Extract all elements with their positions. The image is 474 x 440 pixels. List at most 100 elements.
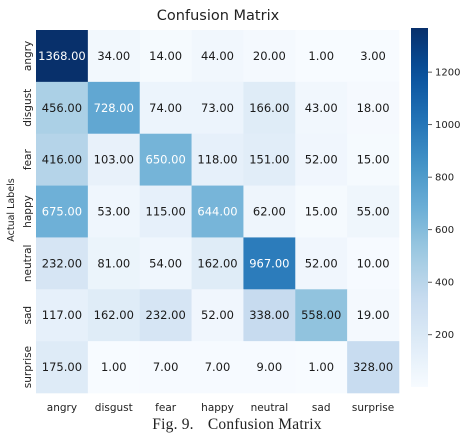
heatmap-cell bbox=[139, 30, 192, 83]
y-tick-label: angry bbox=[22, 41, 34, 71]
heatmap-cell bbox=[243, 81, 296, 135]
cell-value-label: 967.00 bbox=[249, 256, 289, 270]
cell-value-label: 54.00 bbox=[149, 256, 182, 270]
x-tick-label: sad bbox=[312, 402, 331, 414]
heatmap-cell bbox=[347, 341, 400, 394]
cell-value-label: 62.00 bbox=[253, 205, 286, 219]
y-tick-label: neutral bbox=[22, 245, 34, 283]
heatmap-cell bbox=[243, 133, 296, 186]
heatmap-cell bbox=[36, 341, 89, 394]
chart-title: Confusion Matrix bbox=[157, 8, 280, 24]
cell-value-label: 52.00 bbox=[201, 308, 234, 322]
heatmap-cell bbox=[347, 81, 400, 135]
x-tick-label: happy bbox=[201, 402, 234, 414]
heatmap-cell bbox=[87, 237, 141, 290]
heatmap-cell bbox=[295, 185, 348, 238]
y-tick-label: happy bbox=[22, 195, 34, 228]
heatmap-cell bbox=[191, 133, 244, 186]
heatmap-cells bbox=[36, 30, 400, 394]
colorbar-tick-label: 600 bbox=[435, 225, 454, 236]
x-tick-label: neutral bbox=[251, 402, 289, 414]
colorbar: 200 400 600 800 1000 1200 bbox=[411, 28, 460, 387]
cell-value-label: 232.00 bbox=[42, 256, 82, 270]
cell-value-label: 162.00 bbox=[197, 256, 237, 270]
colorbar-tick-label: 1200 bbox=[435, 68, 460, 79]
colorbar-tick-label: 800 bbox=[435, 173, 454, 184]
cell-value-label: 52.00 bbox=[305, 153, 338, 167]
heatmap-cell bbox=[347, 237, 400, 290]
heatmap-cell bbox=[243, 185, 296, 238]
cell-value-label: 328.00 bbox=[353, 360, 393, 374]
heatmap-cell bbox=[191, 289, 244, 342]
cell-value-label: 74.00 bbox=[149, 101, 182, 115]
cell-value-label: 1.00 bbox=[308, 360, 334, 374]
cell-value-label: 7.00 bbox=[153, 360, 179, 374]
cell-value-label: 118.00 bbox=[197, 153, 237, 167]
heatmap-cell bbox=[295, 133, 348, 186]
cell-value-label: 14.00 bbox=[149, 49, 182, 63]
cell-value-label: 456.00 bbox=[42, 101, 82, 115]
cell-value-label: 166.00 bbox=[249, 101, 289, 115]
cell-value-label: 3.00 bbox=[360, 49, 386, 63]
cell-value-label: 1368.00 bbox=[38, 49, 86, 63]
colorbar-tick-label: 1000 bbox=[435, 120, 460, 131]
figure-caption: Fig. 9. Confusion Matrix bbox=[0, 416, 474, 434]
heatmap-cell bbox=[295, 30, 348, 83]
heatmap-cell bbox=[191, 30, 244, 83]
heatmap-cell bbox=[295, 81, 348, 135]
cell-value-label: 103.00 bbox=[94, 153, 134, 167]
cell-value-label: 650.00 bbox=[146, 153, 186, 167]
heatmap-cell bbox=[347, 133, 400, 186]
heatmap-cell bbox=[36, 81, 89, 135]
heatmap-cell bbox=[243, 30, 296, 83]
cell-value-label: 232.00 bbox=[146, 308, 186, 322]
heatmap-cell bbox=[139, 185, 192, 238]
heatmap-cell bbox=[139, 237, 192, 290]
heatmap-cell bbox=[36, 30, 89, 83]
cell-value-label: 81.00 bbox=[97, 256, 130, 270]
colorbar-gradient bbox=[411, 28, 428, 387]
heatmap-cell bbox=[191, 237, 244, 290]
heatmap-cell bbox=[139, 289, 192, 342]
cell-value-label: 151.00 bbox=[249, 153, 289, 167]
y-tick-label: surprise bbox=[22, 346, 34, 388]
cell-value-label: 558.00 bbox=[301, 308, 341, 322]
cell-value-label: 416.00 bbox=[42, 153, 82, 167]
heatmap-cell bbox=[295, 237, 348, 290]
cell-value-label: 117.00 bbox=[42, 308, 82, 322]
heatmap-cell bbox=[36, 289, 89, 342]
heatmap-cell bbox=[87, 30, 141, 83]
heatmap-cell bbox=[295, 289, 348, 342]
cell-value-label: 675.00 bbox=[42, 205, 82, 219]
y-tick-label: disgust bbox=[22, 89, 34, 127]
heatmap-cell bbox=[87, 341, 141, 394]
cell-value-label: 728.00 bbox=[94, 101, 134, 115]
cell-value-label: 53.00 bbox=[97, 205, 130, 219]
heatmap-cell bbox=[36, 185, 89, 238]
x-tick-label: angry bbox=[47, 402, 77, 414]
cell-value-label: 1.00 bbox=[308, 49, 334, 63]
cell-value-label: 43.00 bbox=[305, 101, 338, 115]
cell-value-label: 34.00 bbox=[97, 49, 130, 63]
heatmap-cell bbox=[191, 81, 244, 135]
heatmap-value-labels: 1368.00 34.00 14.00 44.00 20.00 1.00 3.00 456.0… bbox=[38, 49, 393, 374]
x-tick-label: fear bbox=[155, 402, 177, 414]
x-tick-label: disgust bbox=[95, 402, 133, 414]
heatmap-cell bbox=[139, 133, 192, 186]
cell-value-label: 1.00 bbox=[101, 360, 127, 374]
heatmap-cell bbox=[191, 185, 244, 238]
cell-value-label: 44.00 bbox=[201, 49, 234, 63]
cell-value-label: 19.00 bbox=[357, 308, 390, 322]
cell-value-label: 9.00 bbox=[257, 360, 283, 374]
heatmap-cell bbox=[87, 185, 141, 238]
heatmap-cell bbox=[295, 341, 348, 394]
cell-value-label: 73.00 bbox=[201, 101, 234, 115]
caption-figure-number: Fig. 9. bbox=[152, 416, 194, 433]
cell-value-label: 10.00 bbox=[357, 256, 390, 270]
heatmap-cell bbox=[243, 237, 296, 290]
y-axis-label: Actual Labels bbox=[6, 178, 17, 241]
heatmap-cell bbox=[139, 341, 192, 394]
colorbar-tick-label: 200 bbox=[435, 330, 454, 341]
heatmap-cell bbox=[347, 289, 400, 342]
